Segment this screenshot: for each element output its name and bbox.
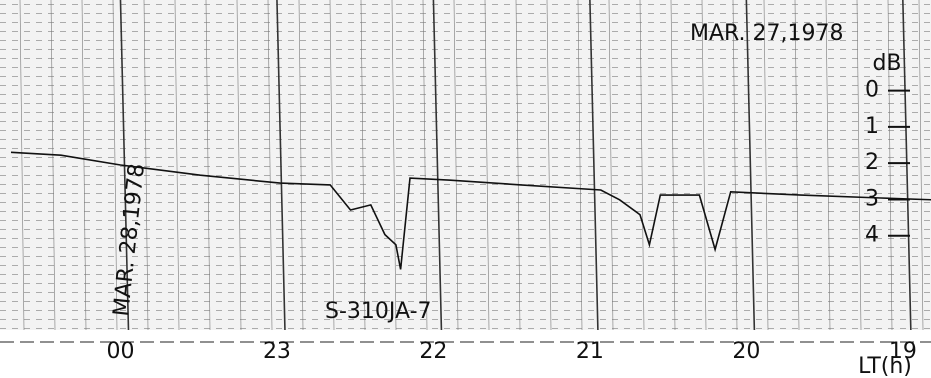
chart: 00232221201901234dBLT(h)MAR. 27,1978MAR.… <box>0 0 931 378</box>
y-tick-label: 3 <box>865 186 879 211</box>
annotation: MAR. 27,1978 <box>690 21 844 46</box>
x-tick-label: 23 <box>263 339 291 364</box>
x-tick-label: 00 <box>106 339 134 364</box>
x-tick-label: 22 <box>419 339 447 364</box>
y-tick-label: 1 <box>865 114 879 139</box>
y-axis-label: dB <box>872 51 901 76</box>
y-tick-label: 0 <box>865 78 879 103</box>
x-tick-label: 21 <box>576 339 604 364</box>
annotation: S-310JA-7 <box>325 299 432 324</box>
y-tick-label: 2 <box>865 150 879 175</box>
x-axis-label: LT(h) <box>858 354 912 378</box>
x-tick-label: 20 <box>732 339 760 364</box>
y-tick-label: 4 <box>865 223 879 248</box>
